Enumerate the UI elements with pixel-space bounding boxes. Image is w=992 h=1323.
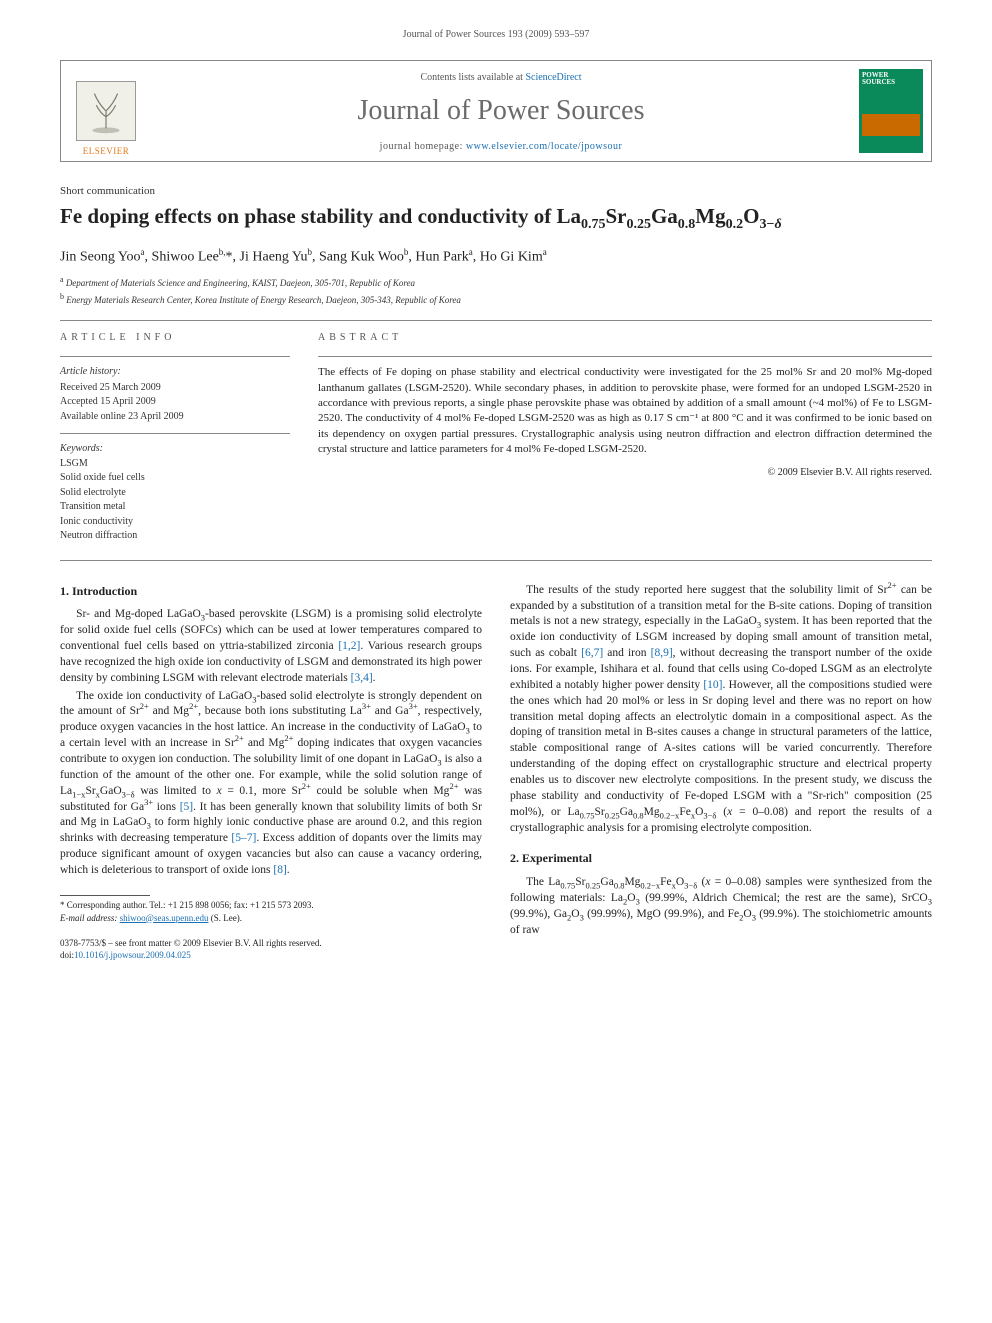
running-citation: Journal of Power Sources 193 (2009) 593–… — [60, 28, 932, 42]
contents-line: Contents lists available at ScienceDirec… — [159, 71, 843, 85]
keyword: Neutron diffraction — [60, 529, 290, 543]
journal-masthead: ELSEVIER Contents lists available at Sci… — [60, 60, 932, 163]
front-matter-block: 0378-7753/$ – see front matter © 2009 El… — [60, 938, 482, 961]
footnote-rule — [60, 895, 150, 896]
article-info-column: ARTICLE INFO Article history: Received 2… — [60, 331, 290, 544]
divider — [60, 320, 932, 321]
masthead-center: Contents lists available at ScienceDirec… — [151, 61, 851, 162]
cover-title: POWER SOURCES — [862, 72, 920, 86]
info-abstract-row: ARTICLE INFO Article history: Received 2… — [60, 331, 932, 544]
body-paragraph: Sr- and Mg-doped LaGaO3-based perovskite… — [60, 607, 482, 686]
homepage-line: journal homepage: www.elsevier.com/locat… — [159, 140, 843, 154]
divider — [60, 433, 290, 434]
section-heading: 2. Experimental — [510, 850, 932, 867]
email-suffix: (S. Lee). — [211, 913, 242, 923]
divider — [60, 356, 290, 357]
keywords-block: Keywords: LSGM Solid oxide fuel cells So… — [60, 442, 290, 543]
affiliation: a Department of Materials Science and En… — [60, 275, 932, 289]
footnotes: * Corresponding author. Tel.: +1 215 898… — [60, 900, 482, 924]
email-link[interactable]: shiwoo@seas.upenn.edu — [120, 913, 209, 923]
body-paragraph: The La0.75Sr0.25Ga0.8Mg0.2−xFexO3−δ (x =… — [510, 875, 932, 938]
authors-line: Jin Seong Yooa, Shiwoo Leeb,*, Ji Haeng … — [60, 246, 932, 268]
article-info-label: ARTICLE INFO — [60, 331, 290, 345]
keyword: Solid oxide fuel cells — [60, 471, 290, 485]
contents-prefix: Contents lists available at — [420, 72, 525, 83]
abstract-text: The effects of Fe doping on phase stabil… — [318, 365, 932, 457]
article-history: Article history: Received 25 March 2009 … — [60, 365, 290, 423]
section-heading: 1. Introduction — [60, 583, 482, 600]
history-item: Available online 23 April 2009 — [60, 410, 290, 424]
keyword: Solid electrolyte — [60, 486, 290, 500]
history-item: Received 25 March 2009 — [60, 381, 290, 395]
homepage-link[interactable]: www.elsevier.com/locate/jpowsour — [466, 141, 622, 152]
keywords-label: Keywords: — [60, 442, 290, 456]
abstract-label: ABSTRACT — [318, 331, 932, 345]
body-paragraph: The results of the study reported here s… — [510, 583, 932, 837]
sciencedirect-link[interactable]: ScienceDirect — [525, 72, 581, 83]
email-label: E-mail address: — [60, 913, 117, 923]
keyword: LSGM — [60, 457, 290, 471]
abstract-column: ABSTRACT The effects of Fe doping on pha… — [318, 331, 932, 544]
cover-block: POWER SOURCES — [851, 61, 931, 162]
article-type: Short communication — [60, 184, 932, 199]
history-label: Article history: — [60, 365, 290, 379]
elsevier-tree-icon — [76, 81, 136, 141]
email-line: E-mail address: shiwoo@seas.upenn.edu (S… — [60, 913, 482, 925]
keyword: Ionic conductivity — [60, 515, 290, 529]
journal-cover-icon: POWER SOURCES — [859, 69, 923, 153]
doi-line: doi:10.1016/j.jpowsour.2009.04.025 — [60, 950, 482, 962]
body-two-column: 1. Introduction Sr- and Mg-doped LaGaO3-… — [60, 583, 932, 962]
divider — [318, 356, 932, 357]
homepage-prefix: journal homepage: — [380, 141, 466, 152]
article-title: Fe doping effects on phase stability and… — [60, 203, 932, 234]
abstract-copyright: © 2009 Elsevier B.V. All rights reserved… — [318, 466, 932, 480]
history-item: Accepted 15 April 2009 — [60, 395, 290, 409]
affiliation: b Energy Materials Research Center, Kore… — [60, 292, 932, 306]
publisher-name: ELSEVIER — [83, 145, 130, 157]
issn-line: 0378-7753/$ – see front matter © 2009 El… — [60, 938, 482, 950]
affiliations: a Department of Materials Science and En… — [60, 275, 932, 305]
doi-link[interactable]: 10.1016/j.jpowsour.2009.04.025 — [74, 950, 191, 960]
journal-name: Journal of Power Sources — [159, 92, 843, 130]
divider — [60, 560, 932, 561]
corresponding-author: * Corresponding author. Tel.: +1 215 898… — [60, 900, 482, 912]
publisher-block: ELSEVIER — [61, 61, 151, 162]
keyword: Transition metal — [60, 500, 290, 514]
cover-stripe — [862, 114, 920, 136]
body-paragraph: The oxide ion conductivity of LaGaO3-bas… — [60, 689, 482, 879]
